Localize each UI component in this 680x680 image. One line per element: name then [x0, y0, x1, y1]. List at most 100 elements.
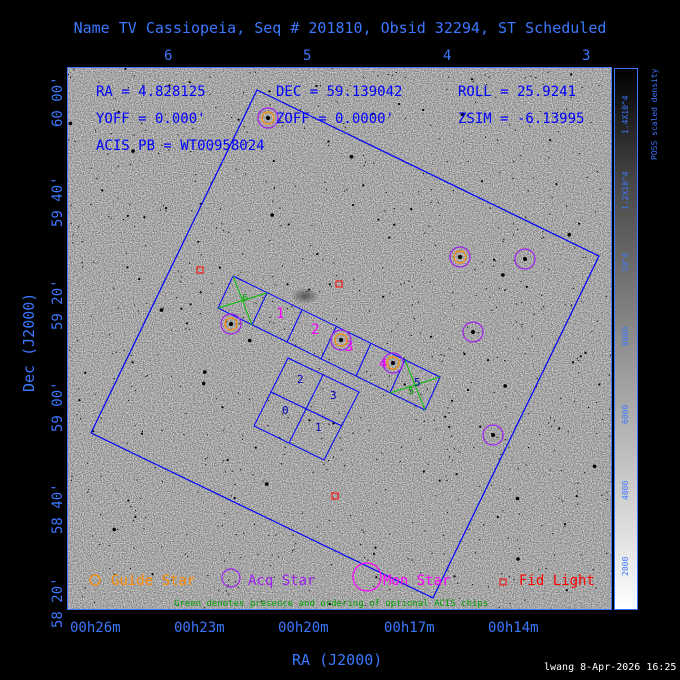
star-dot	[90, 167, 92, 169]
star-dot	[450, 435, 452, 437]
bottom-tick-label: 00h14m	[488, 620, 539, 636]
legend-fid-icon	[499, 578, 507, 586]
star-dot	[243, 92, 245, 94]
star-dot	[145, 516, 147, 519]
star-dot	[403, 383, 406, 386]
bottom-tick-label: 00h20m	[278, 620, 329, 636]
star-dot	[578, 359, 580, 362]
star-dot	[168, 149, 170, 151]
star-dot	[199, 313, 201, 315]
star-dot	[78, 399, 81, 402]
star-dot	[541, 237, 543, 239]
star-dot	[162, 307, 164, 309]
star-dot	[512, 177, 514, 180]
star-dot	[275, 534, 277, 536]
star-dot	[598, 84, 600, 86]
star-dot	[584, 351, 587, 354]
star-dot	[228, 579, 230, 581]
star-dot	[560, 397, 562, 399]
star-dot	[314, 352, 316, 354]
star-dot	[330, 603, 332, 605]
star-dot	[392, 74, 394, 77]
star-dot	[479, 485, 481, 487]
star-dot	[608, 408, 611, 410]
star-dot	[530, 75, 532, 77]
star-dot	[349, 514, 351, 517]
star-dot	[588, 407, 590, 409]
star-dot	[516, 303, 518, 305]
star-dot	[551, 196, 553, 198]
star-dot	[571, 361, 575, 364]
star-dot	[100, 475, 102, 477]
star-dot	[509, 488, 511, 490]
star-dot	[219, 208, 222, 210]
star-dot	[204, 139, 206, 141]
star-dot	[272, 275, 274, 278]
star-core	[491, 433, 495, 437]
star-dot	[87, 491, 89, 493]
star-dot	[207, 574, 209, 577]
star-dot	[556, 111, 559, 113]
star-dot	[99, 544, 101, 546]
star-dot	[375, 576, 378, 579]
star-dot	[123, 218, 125, 221]
star-dot	[221, 406, 224, 409]
left-tick-label: 59 40'	[50, 176, 66, 227]
star-dot	[479, 96, 481, 98]
star-dot	[538, 569, 540, 571]
star-dot	[448, 412, 450, 414]
star-dot	[564, 525, 566, 527]
star-dot	[247, 338, 252, 343]
star-dot	[401, 446, 403, 448]
star-dot	[542, 306, 545, 308]
star-dot	[478, 332, 480, 334]
star-dot	[505, 439, 507, 441]
star-dot	[197, 491, 199, 493]
star-dot	[376, 459, 378, 461]
star-dot	[448, 348, 450, 350]
star-dot	[225, 590, 227, 592]
star-dot	[419, 439, 421, 441]
star-dot	[496, 515, 499, 519]
left-tick-label: 58 40'	[50, 483, 66, 534]
star-dot	[430, 201, 432, 203]
star-dot	[446, 448, 448, 450]
star-dot	[474, 552, 477, 554]
star-dot	[377, 218, 380, 221]
star-dot	[161, 481, 163, 483]
star-dot	[280, 225, 282, 227]
star-dot	[558, 497, 560, 499]
star-dot	[105, 141, 107, 143]
star-dot	[237, 118, 240, 121]
star-dot	[261, 600, 263, 602]
star-dot	[188, 262, 191, 264]
star-dot	[467, 160, 469, 162]
star-dot	[389, 589, 391, 591]
star-dot	[517, 338, 519, 340]
param-zsim: ZSIM = -6.13995	[458, 111, 584, 127]
star-dot	[227, 584, 229, 586]
star-dot	[345, 127, 347, 129]
star-dot	[286, 308, 289, 310]
star-dot	[578, 222, 581, 225]
star-dot	[524, 77, 526, 79]
star-dot	[255, 302, 257, 304]
star-dot	[443, 553, 445, 555]
star-dot	[364, 161, 366, 163]
star-dot	[468, 528, 470, 531]
star-dot	[549, 213, 551, 215]
star-dot	[408, 280, 410, 282]
star-dot	[133, 134, 135, 136]
star-dot	[270, 213, 274, 217]
star-dot	[246, 131, 248, 133]
star-dot	[371, 113, 374, 116]
star-dot	[457, 498, 459, 500]
star-dot	[531, 335, 533, 337]
star-dot	[235, 168, 237, 170]
star-dot	[513, 161, 515, 163]
star-dot	[336, 101, 338, 103]
guide-star-marker	[334, 333, 348, 347]
star-dot	[595, 587, 597, 589]
star-dot	[372, 552, 376, 555]
star-dot	[555, 183, 558, 186]
